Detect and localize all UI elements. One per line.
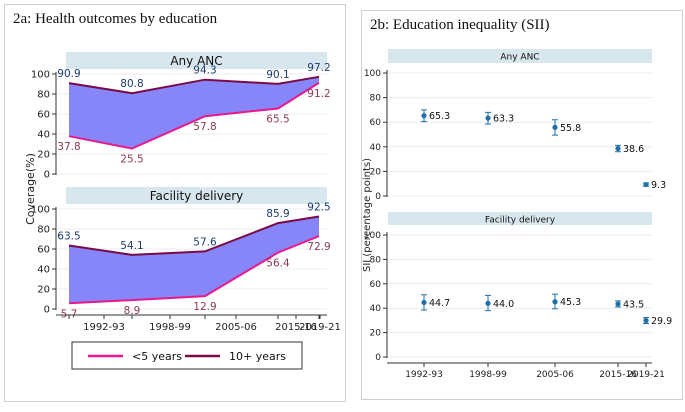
panel-2a-title: 2a: Health outcomes by education <box>13 11 218 27</box>
panel-2b: 2b: Education inequality (SII) <box>361 10 683 400</box>
panel-2b-title: 2b: Education inequality (SII) <box>370 17 550 33</box>
panel-2a: 2a: Health outcomes by education <box>4 4 346 402</box>
